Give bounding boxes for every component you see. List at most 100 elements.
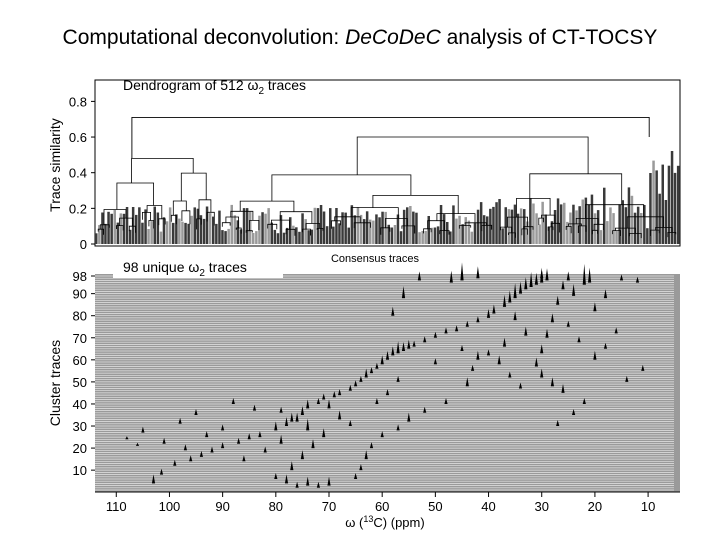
- trace-peak: [407, 412, 411, 422]
- dendrogram-link: [577, 225, 587, 233]
- dendrogram-leaf-bar: [593, 213, 597, 244]
- dendrogram-link: [591, 229, 598, 235]
- trace-peak: [385, 350, 390, 360]
- dendrogram-link: [131, 158, 194, 183]
- dendrogram-link: [353, 222, 371, 229]
- trace-peak: [417, 271, 421, 281]
- trace-peak: [125, 436, 129, 440]
- dendrogram-link: [423, 228, 432, 234]
- trace-peak: [274, 421, 278, 431]
- dendrogram-leaf-bar: [399, 231, 403, 244]
- dendrogram-leaf-bar: [519, 208, 523, 244]
- dendrogram-ytick-label: 0.6: [69, 130, 87, 145]
- cluster-annotation-suffix: traces: [205, 259, 247, 275]
- dendrogram-leaf-bar: [513, 204, 517, 244]
- dendrogram-link: [385, 218, 408, 228]
- trace-peak: [401, 286, 406, 299]
- cluster-ylabel: Cluster traces: [47, 340, 63, 426]
- cluster-xlabel-suffix: C) (ppm): [373, 515, 424, 530]
- dendrogram-leaf-bar: [215, 223, 218, 244]
- dendrogram-leaf-bar: [341, 212, 344, 244]
- trace-peak: [508, 290, 512, 303]
- trace-peak: [433, 358, 437, 365]
- dendrogram-leaf-bar: [646, 228, 649, 244]
- dendrogram-leaf-bar: [316, 208, 320, 244]
- trace-peak: [354, 380, 358, 387]
- trace-peak: [141, 426, 145, 433]
- dendrogram-leaf-bar: [181, 221, 184, 244]
- dendrogram-annotation-prefix: Dendrogram of 512 ω: [123, 77, 259, 93]
- dendrogram-link: [650, 229, 660, 236]
- dendrogram-leaf-bar: [676, 165, 680, 244]
- dendrogram-leaf-bar: [606, 221, 609, 244]
- dendrogram-leaf-bar: [292, 225, 295, 244]
- trace-peak: [375, 398, 379, 404]
- dendrogram-leaf-bar: [544, 214, 547, 244]
- dendrogram-leaf-bar: [559, 204, 563, 244]
- trace-peak: [588, 267, 592, 283]
- dendrogram-leaf-bar: [516, 213, 520, 244]
- trace-peak: [369, 367, 374, 374]
- dendrogram-leaf-bar: [196, 208, 200, 244]
- trace-peak: [178, 417, 182, 424]
- dendrogram-link: [507, 216, 528, 228]
- trace-peak: [625, 375, 629, 382]
- title-prefix: Computational deconvolution:: [62, 26, 346, 49]
- dendrogram-link: [529, 173, 623, 205]
- dendrogram-leaf-bar: [670, 151, 674, 244]
- dendrogram-leaf-bar: [138, 207, 141, 244]
- dendrogram-leaf-bar: [446, 222, 449, 244]
- trace-peak: [486, 349, 491, 356]
- trace-peak: [540, 368, 544, 378]
- trace-peak: [449, 270, 453, 283]
- dendrogram-leaf-bar: [412, 211, 415, 244]
- trace-peak: [396, 341, 400, 354]
- trace-peak: [199, 450, 203, 457]
- dendrogram-leaf-bar: [322, 211, 326, 244]
- dendrogram-leaf-bar: [587, 204, 591, 244]
- trace-peak: [396, 424, 400, 431]
- dendrogram-leaf-bar: [282, 232, 286, 244]
- y-tick-label: 70: [73, 331, 87, 346]
- dendrogram-leaf-bar: [476, 209, 480, 244]
- trace-peak: [221, 424, 225, 431]
- trace-peak: [524, 326, 528, 336]
- dendrogram-leaf-bar: [599, 230, 603, 244]
- trace-peak: [572, 283, 576, 296]
- y-tick-label: 40: [73, 397, 87, 412]
- dendrogram-annotation-suffix: traces: [264, 77, 306, 93]
- dendrogram-leaf-bar: [390, 227, 394, 244]
- dendrogram-link: [612, 230, 621, 236]
- dendrogram-link: [181, 210, 191, 225]
- dendrogram-leaf-bar: [98, 225, 101, 244]
- trace-peak: [284, 417, 289, 426]
- dendrogram-link: [436, 213, 476, 223]
- dendrogram-leaf-bar: [199, 215, 203, 244]
- trace-peak: [391, 306, 395, 316]
- trace-peak: [364, 368, 368, 378]
- dendrogram-link: [464, 222, 487, 226]
- dendrogram-leaf-bar: [242, 208, 246, 244]
- trace-peak: [354, 473, 358, 479]
- trace-peak: [556, 420, 560, 426]
- trace-peak: [460, 262, 464, 281]
- trace-peak: [183, 444, 187, 451]
- dendrogram-link: [523, 226, 534, 230]
- dendrogram-leaf-bar: [486, 216, 489, 244]
- dendrogram-link: [350, 207, 399, 219]
- dendrogram-leaf-bar: [578, 206, 581, 244]
- dendrogram-link: [585, 204, 645, 219]
- dendrogram-leaf-bar: [359, 214, 363, 244]
- dendrogram-link: [128, 225, 136, 233]
- dendrogram-links: [97, 116, 677, 239]
- trace-peak: [263, 446, 267, 453]
- dendrogram-leaf-bar: [452, 205, 455, 244]
- dendrogram-leaf-bar: [202, 218, 206, 244]
- trace-peak: [412, 340, 416, 347]
- cluster-annotation-prefix: 98 unique ω: [123, 259, 199, 275]
- trace-peak: [497, 355, 501, 365]
- dendrogram-link: [285, 228, 296, 236]
- dendrogram-link: [628, 233, 642, 239]
- trace-peak: [534, 272, 538, 285]
